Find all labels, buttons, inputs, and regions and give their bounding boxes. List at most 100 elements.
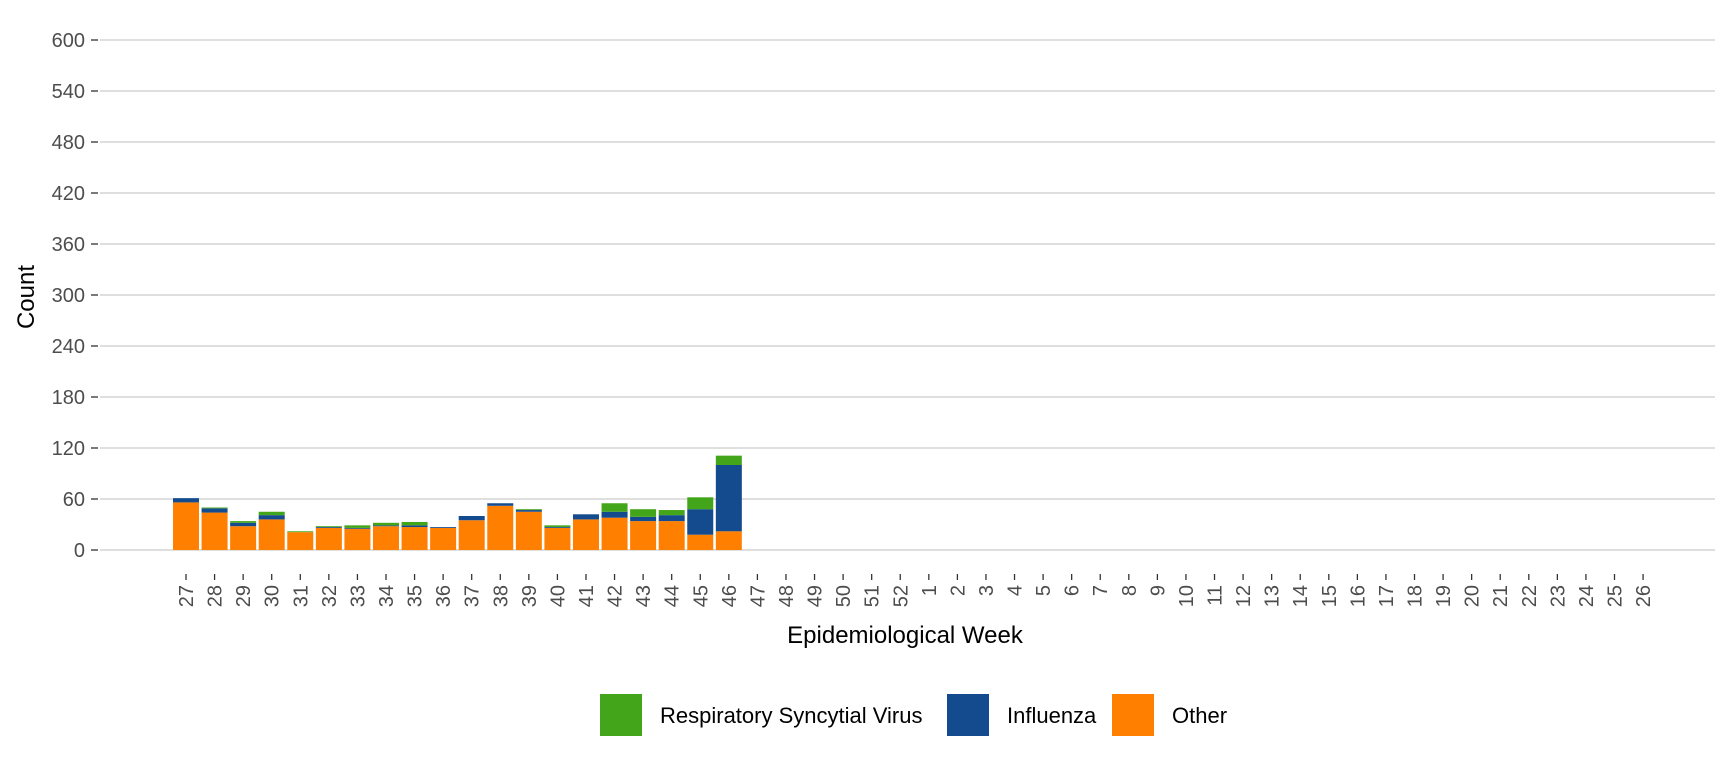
- bar-influenza-week-46: [715, 465, 742, 532]
- bar-other-week-35: [401, 527, 428, 550]
- bar-other-week-40: [544, 527, 571, 550]
- x-tick-label: 42: [605, 585, 627, 607]
- x-tick-label: 3: [976, 585, 998, 596]
- bar-other-week-27: [173, 502, 199, 550]
- x-tick-label: 10: [1176, 585, 1198, 607]
- bar-influenza-week-33: [344, 527, 371, 529]
- legend-label: Respiratory Syncytial Virus: [660, 703, 922, 728]
- bar-other-week-37: [458, 520, 485, 550]
- bar-influenza-week-41: [572, 514, 599, 520]
- bar-other-week-45: [687, 534, 714, 550]
- legend-swatch-other: [1112, 694, 1154, 736]
- x-tick-label: 13: [1262, 585, 1284, 607]
- x-tick-label: 27: [176, 585, 198, 607]
- bar-respiratory-syncytial-virus-week-35: [401, 521, 428, 526]
- x-tick-label: 16: [1347, 585, 1369, 607]
- x-tick-label: 4: [1005, 585, 1027, 596]
- bar-influenza-week-39: [515, 510, 542, 512]
- x-tick-label: 38: [490, 585, 512, 607]
- x-tick-label: 41: [576, 585, 598, 607]
- x-tick-label: 18: [1405, 585, 1427, 607]
- y-tick-label: 420: [52, 183, 85, 205]
- grid-lines: [100, 39, 1715, 551]
- x-axis: 27 28 29 30 31 32 33 34 35 36 37 38 39 40 41 42 43 44 45 46…: [176, 574, 1655, 607]
- y-tick-label: 540: [52, 81, 85, 103]
- x-tick-label: 19: [1433, 585, 1455, 607]
- bar-respiratory-syncytial-virus-week-42: [601, 503, 628, 512]
- bar-other-week-34: [372, 526, 399, 550]
- x-tick-label: 34: [376, 585, 398, 607]
- x-tick-label: 20: [1462, 585, 1484, 607]
- bar-other-week-30: [258, 519, 285, 550]
- bar-other-week-46: [715, 531, 742, 550]
- x-tick-label: 36: [433, 585, 455, 607]
- y-axis: 0 60 120 180 240 300 360 420 480 540 600: [52, 30, 98, 562]
- y-tick-label: 240: [52, 336, 85, 358]
- y-tick-label: 60: [63, 489, 85, 511]
- x-tick-label: 28: [205, 585, 227, 607]
- bar-other-week-38: [487, 505, 514, 550]
- x-tick-label: 48: [776, 585, 798, 607]
- x-tick-label: 8: [1119, 585, 1141, 596]
- bar-respiratory-syncytial-virus-week-43: [630, 509, 657, 517]
- x-tick-label: 47: [747, 585, 769, 607]
- x-tick-label: 33: [347, 585, 369, 607]
- bar-respiratory-syncytial-virus-week-46: [715, 455, 742, 465]
- x-tick-label: 24: [1576, 585, 1598, 607]
- y-tick-label: 360: [52, 234, 85, 256]
- y-tick-label: 0: [74, 540, 85, 562]
- bar-respiratory-syncytial-virus-week-33: [344, 525, 371, 528]
- x-tick-label: 49: [805, 585, 827, 607]
- bar-other-week-29: [230, 526, 257, 550]
- x-tick-label: 22: [1519, 585, 1541, 607]
- bar-influenza-week-45: [687, 509, 714, 535]
- x-tick-label: 46: [719, 585, 741, 607]
- bar-respiratory-syncytial-virus-week-40: [544, 525, 571, 528]
- bar-influenza-week-40: [544, 527, 571, 528]
- x-tick-label: 14: [1290, 585, 1312, 607]
- x-tick-label: 23: [1547, 585, 1569, 607]
- bar-respiratory-syncytial-virus-week-39: [515, 509, 542, 511]
- bar-influenza-week-27: [173, 498, 199, 503]
- x-tick-label: 37: [462, 585, 484, 607]
- x-tick-label: 11: [1205, 585, 1227, 606]
- bar-influenza-week-35: [401, 525, 428, 528]
- bar-other-week-44: [658, 521, 685, 550]
- x-tick-label: 6: [1062, 585, 1084, 596]
- x-tick-label: 9: [1147, 585, 1169, 596]
- bar-other-week-31: [287, 532, 314, 550]
- bar-other-week-41: [572, 519, 599, 550]
- y-tick-label: 600: [52, 30, 85, 52]
- bar-respiratory-syncytial-virus-week-34: [372, 522, 399, 526]
- x-tick-label: 26: [1633, 585, 1655, 607]
- bar-influenza-week-44: [658, 515, 685, 522]
- x-tick-label: 44: [662, 585, 684, 607]
- bar-influenza-week-30: [258, 515, 285, 520]
- x-tick-label: 5: [1033, 585, 1055, 596]
- x-tick-label: 40: [547, 585, 569, 607]
- legend-label: Influenza: [1007, 703, 1097, 728]
- bars: [173, 455, 742, 550]
- bar-influenza-week-38: [487, 503, 514, 506]
- x-tick-label: 12: [1233, 585, 1255, 607]
- bar-other-week-43: [630, 521, 657, 550]
- legend-label: Other: [1172, 703, 1227, 728]
- bar-influenza-week-29: [230, 522, 257, 527]
- x-tick-label: 17: [1376, 585, 1398, 607]
- bar-influenza-week-36: [430, 527, 457, 528]
- y-tick-label: 180: [52, 387, 85, 409]
- bar-respiratory-syncytial-virus-week-32: [315, 526, 342, 528]
- x-tick-label: 31: [290, 585, 312, 607]
- bar-respiratory-syncytial-virus-week-28: [201, 507, 228, 509]
- legend: Respiratory Syncytial Virus Influenza Othe…: [600, 694, 1227, 736]
- x-axis-title: Epidemiological Week: [787, 622, 1024, 649]
- x-tick-label: 29: [233, 585, 255, 607]
- legend-swatch-influenza: [947, 694, 989, 736]
- x-tick-label: 2: [947, 585, 969, 596]
- x-tick-label: 35: [405, 585, 427, 607]
- bar-influenza-week-28: [201, 508, 228, 513]
- bar-respiratory-syncytial-virus-week-45: [687, 497, 714, 510]
- x-tick-label: 52: [890, 585, 912, 607]
- x-tick-label: 1: [919, 585, 941, 596]
